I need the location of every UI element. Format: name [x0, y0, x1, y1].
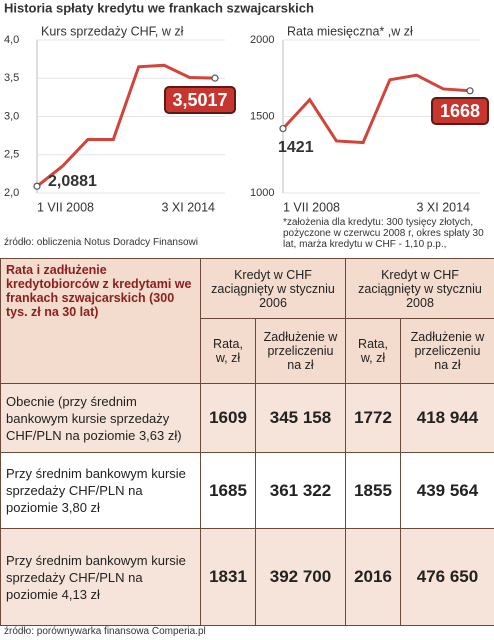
data-label: 3,5017: [172, 90, 227, 110]
cell: 418 944: [400, 383, 494, 453]
charts: Historia spłaty kredytu we frankach szwa…: [4, 0, 489, 214]
point: [211, 74, 219, 82]
line: [36, 63, 216, 188]
cell: 1609: [200, 383, 256, 453]
source: źródło: porównywarka finansowa Comperia.…: [4, 626, 206, 637]
cell: 392 700: [255, 528, 346, 626]
cell: 1685: [200, 452, 256, 529]
column-header: Zadłużenie w przeliczeniu na zł: [400, 318, 494, 384]
group-header: Kredyt w CHF zaciągnięty w styczniu 2006: [200, 258, 346, 319]
group-header: Kredyt w CHF zaciągnięty w styczniu 2008: [345, 258, 494, 319]
data-label: 1421: [278, 139, 314, 156]
cell: 1855: [345, 452, 401, 529]
cell: 2016: [345, 528, 401, 626]
table-corner: Rata i zadłużenie kredytobiorców z kredy…: [0, 258, 201, 384]
row-label: Przy średnim bankowym kursie sprzedaży C…: [0, 452, 201, 529]
cell: 476 650: [400, 528, 494, 626]
data-table: Rata i zadłużenie kredytobiorców z kredy…: [0, 258, 494, 626]
label-box: [431, 97, 489, 125]
footnote: *założenia dla kredytu: 300 tysięcy złot…: [283, 217, 484, 250]
source: źródło: obliczenia Notus Doradcy Finanso…: [4, 237, 198, 248]
point: [466, 87, 474, 95]
column-header: Rata, w, zł: [345, 318, 401, 384]
page-title: Historia spłaty kredytu we frankach szwa…: [4, 0, 314, 15]
x-tick-label: 1 VII 2008: [283, 200, 340, 214]
cell: 1772: [345, 383, 401, 453]
x-tick-label: 3 XI 2014: [416, 200, 470, 214]
point: [279, 124, 287, 133]
data-label: 2,0881: [48, 173, 97, 190]
cell: 439 564: [400, 452, 494, 529]
chart-title: Kurs sprzedaży CHF, w zł: [41, 24, 184, 38]
point: [33, 182, 41, 190]
label-box: [164, 86, 236, 114]
x-tick-label: 1 VII 2008: [37, 200, 94, 214]
cell: 1831: [200, 528, 256, 626]
cell: 345 158: [255, 383, 346, 453]
row-label: Obecnie (przy średnim bankowym kursie sp…: [0, 383, 201, 453]
y-tick-label: 2,5: [4, 149, 19, 161]
chart-title: Rata miesięczna* ,w zł: [287, 24, 413, 38]
y-tick-label: 3,5: [4, 72, 19, 84]
y-tick-label: 3,0: [4, 110, 19, 122]
data-label: 1668: [440, 101, 480, 121]
row-label: Przy średnim bankowym kursie sprzedaży C…: [0, 528, 201, 626]
y-tick-label: 1000: [250, 187, 274, 199]
column-header: Zadłużenie w przeliczeniu na zł: [255, 318, 346, 384]
y-tick-label: 1500: [250, 110, 274, 122]
y-tick-label: 2000: [250, 34, 274, 46]
cell: 361 322: [255, 452, 346, 529]
x-tick-label: 3 XI 2014: [161, 200, 215, 214]
y-tick-label: 2,0: [4, 187, 19, 199]
column-header: Rata, w, zł: [200, 318, 256, 384]
line: [281, 73, 471, 145]
y-tick-label: 4,0: [4, 34, 19, 46]
